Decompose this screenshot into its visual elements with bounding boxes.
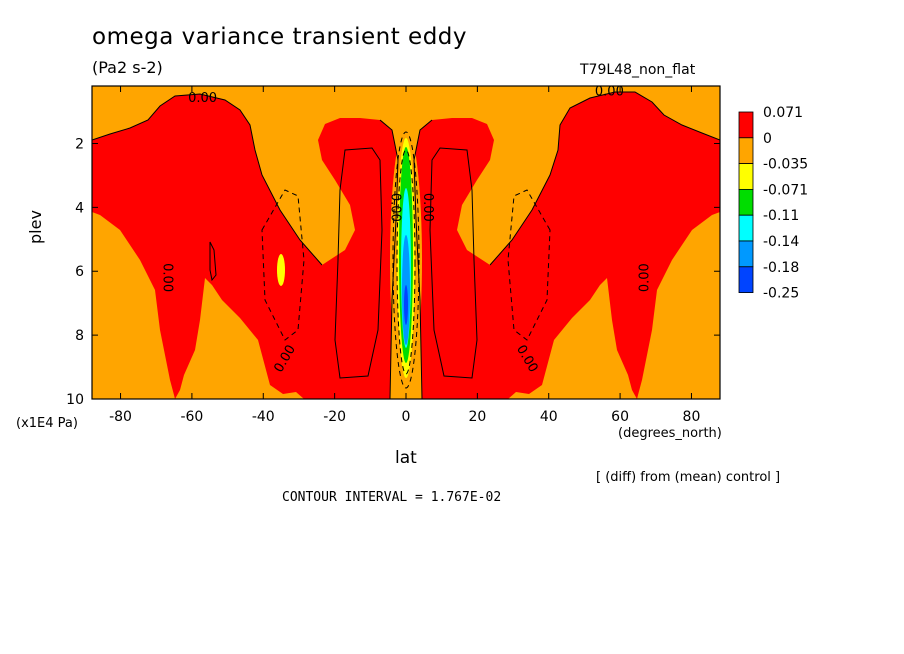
y-ticks: 2 4 6 8 10 (66, 136, 720, 408)
legend-level-label: -0.071 (763, 182, 808, 198)
contour-label: 0.00 (638, 263, 653, 292)
contour-label: 0.00 (595, 85, 624, 100)
y-tick-label: 4 (75, 200, 84, 216)
legend-level-label: -0.25 (763, 286, 799, 302)
legend-swatch (738, 214, 754, 242)
y-axis-unit: (x1E4 Pa) (16, 416, 78, 431)
contour-label: 0.00 (159, 263, 174, 292)
legend-swatch (738, 137, 754, 165)
x-tick-label: -60 (180, 409, 203, 425)
contour-lines (92, 91, 720, 399)
contour-label: 0.00 (388, 193, 403, 222)
x-axis-unit: (degrees_north) (618, 426, 722, 441)
y-tick-label: 2 (75, 136, 84, 152)
diff-note: [ (diff) from (mean) control ] (596, 470, 781, 485)
chart-units: (Pa2 s-2) (92, 58, 163, 77)
x-tick-label: -80 (109, 409, 132, 425)
x-tick-label: -20 (323, 409, 346, 425)
legend-swatch (738, 240, 754, 268)
chart-title: omega variance transient eddy (92, 24, 467, 50)
negative-patch-west (277, 254, 285, 286)
contour-field (92, 86, 720, 399)
negative-core (390, 128, 422, 392)
contour-interval: CONTOUR INTERVAL = 1.767E-02 (282, 490, 502, 505)
legend-level-label: 0.071 (763, 105, 803, 121)
legend: 0.071 0 -0.035 -0.071 -0.11 -0.14 -0.18 -0.25 (738, 105, 808, 302)
legend-swatch (738, 163, 754, 190)
positive-region-left (92, 94, 398, 399)
x-tick-label: -40 (252, 409, 275, 425)
x-tick-label: 20 (468, 409, 486, 425)
legend-level-label: -0.11 (763, 208, 799, 224)
x-tick-label: 80 (683, 409, 701, 425)
contour-label: 0.00 (420, 193, 435, 222)
x-axis-label: lat (395, 448, 417, 468)
legend-swatch (738, 188, 754, 216)
y-tick-label: 10 (66, 392, 84, 408)
negative-contours (261, 131, 551, 389)
legend-swatch (738, 111, 754, 139)
y-tick-label: 6 (75, 264, 84, 280)
x-tick-label: 0 (402, 409, 411, 425)
x-ticks: -80 -60 -40 -20 0 20 40 60 80 (109, 86, 700, 425)
legend-level-label: -0.18 (763, 260, 799, 276)
legend-level-label: 0 (763, 131, 772, 147)
x-tick-label: 60 (611, 409, 629, 425)
positive-region-right (414, 92, 720, 399)
run-label: T79L48_non_flat (580, 62, 696, 78)
contour-label: 0.00 (188, 91, 217, 106)
legend-level-label: -0.035 (763, 157, 808, 173)
x-tick-label: 40 (540, 409, 558, 425)
y-tick-label: 8 (75, 328, 84, 344)
legend-swatch (738, 266, 754, 293)
legend-level-label: -0.14 (763, 234, 799, 250)
